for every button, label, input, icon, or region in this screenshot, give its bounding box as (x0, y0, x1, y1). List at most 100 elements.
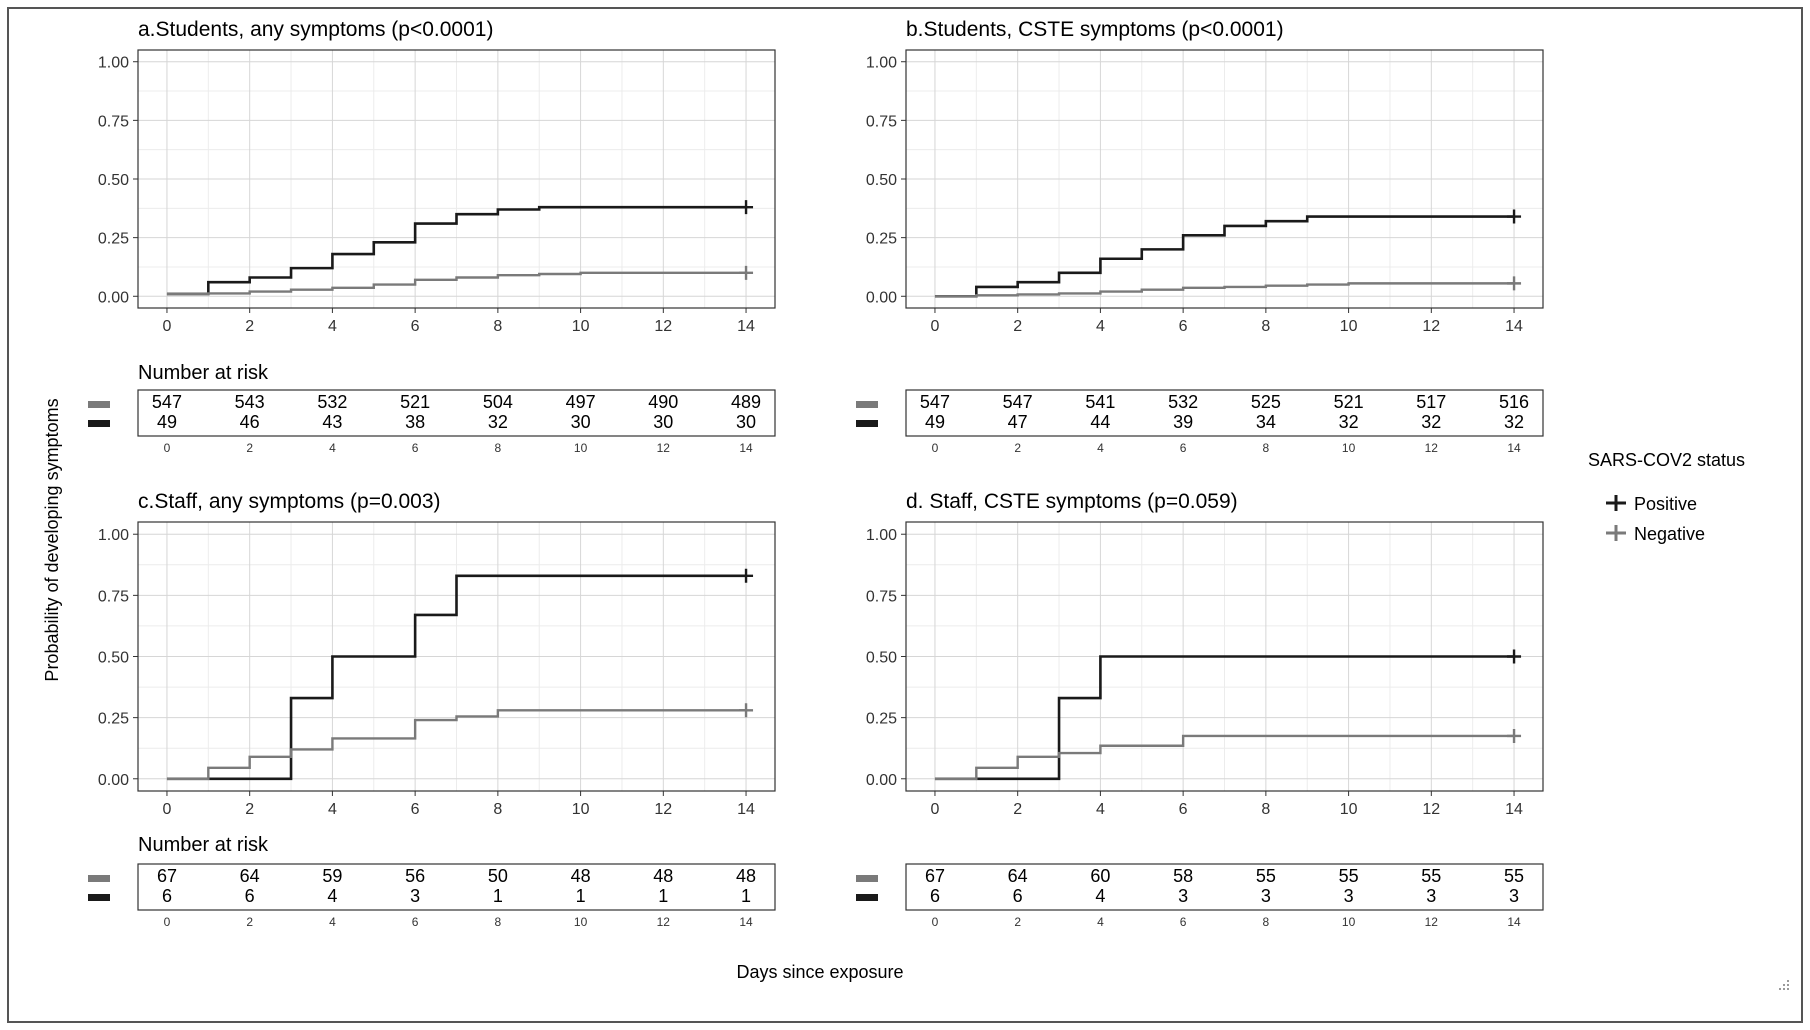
risk-value-positive: 32 (488, 412, 508, 432)
risk-value-negative: 50 (488, 866, 508, 886)
risk-value-positive: 43 (322, 412, 342, 432)
x-axis-label: Days since exposure (736, 962, 903, 982)
risk-value-negative: 490 (648, 392, 678, 412)
risk-tick-label: 0 (932, 915, 939, 929)
censor-mark-positive (1507, 209, 1522, 224)
y-tick-label: 0.75 (98, 588, 129, 605)
x-tick-label: 14 (1505, 801, 1523, 818)
risk-value-negative: 516 (1499, 392, 1529, 412)
x-tick-label: 6 (1179, 801, 1188, 818)
censor-mark-negative (739, 265, 754, 280)
risk-value-positive: 3 (410, 886, 420, 906)
x-tick-label: 8 (1261, 801, 1270, 818)
risk-tick-label: 4 (329, 915, 336, 929)
x-tick-label: 10 (572, 318, 590, 335)
risk-row-swatch-positive (856, 894, 878, 901)
risk-tick-label: 6 (412, 915, 419, 929)
risk-value-positive: 49 (157, 412, 177, 432)
risk-row-swatch-negative (856, 401, 878, 408)
x-tick-label: 10 (572, 801, 590, 818)
x-tick-label: 2 (245, 801, 254, 818)
risk-value-negative: 532 (317, 392, 347, 412)
risk-value-negative: 55 (1339, 866, 1359, 886)
x-tick-label: 8 (493, 801, 502, 818)
x-tick-label: 4 (1096, 318, 1105, 335)
risk-value-positive: 6 (245, 886, 255, 906)
risk-tick-label: 12 (657, 915, 671, 929)
risk-value-negative: 55 (1504, 866, 1524, 886)
risk-value-negative: 55 (1421, 866, 1441, 886)
x-tick-label: 12 (1422, 318, 1440, 335)
risk-tick-label: 4 (1097, 915, 1104, 929)
risk-value-negative: 67 (157, 866, 177, 886)
panel-b: b.Students, CSTE symptoms (p<0.0001) 0 2 4 6… (856, 18, 1544, 455)
risk-tick-label: 8 (495, 915, 502, 929)
risk-table-title-2: Number at risk (138, 834, 269, 856)
legend: SARS-COV2 status Positive Negative (1588, 450, 1745, 544)
censor-mark-negative (1507, 276, 1522, 291)
risk-value-negative: 56 (405, 866, 425, 886)
risk-value-positive: 44 (1090, 412, 1110, 432)
risk-tick-label: 10 (574, 441, 588, 455)
y-tick-label: 0.00 (866, 289, 897, 306)
figure-border (7, 7, 1803, 1023)
y-tick-label: 0.50 (866, 650, 897, 667)
risk-value-positive: 47 (1008, 412, 1028, 432)
panel-c: c.Staff, any symptoms (p=0.003)0 2 4 6 8 10 12… (88, 490, 776, 929)
risk-value-positive: 49 (925, 412, 945, 432)
risk-table-border (137, 389, 776, 437)
y-tick-label: 0.00 (98, 772, 129, 789)
risk-value-negative: 521 (400, 392, 430, 412)
legend-label-positive: Positive (1634, 494, 1697, 514)
x-tick-label: 12 (654, 801, 672, 818)
risk-value-positive: 46 (240, 412, 260, 432)
x-tick-label: 14 (737, 801, 755, 818)
x-tick-label: 6 (411, 801, 420, 818)
risk-value-positive: 6 (930, 886, 940, 906)
x-tick-label: 10 (1340, 318, 1358, 335)
legend-item-positive: Positive (1606, 494, 1697, 514)
x-tick-label: 12 (1422, 801, 1440, 818)
x-tick-label: 12 (654, 318, 672, 335)
y-tick-label: 0.25 (866, 231, 897, 248)
x-tick-label: 2 (1013, 801, 1022, 818)
panel-border (137, 521, 776, 792)
risk-value-negative: 521 (1334, 392, 1364, 412)
risk-tick-label: 4 (329, 441, 336, 455)
risk-tick-label: 10 (1342, 915, 1356, 929)
y-tick-label: 0.75 (866, 588, 897, 605)
risk-table-border (137, 863, 776, 911)
y-tick-label: 0.00 (866, 772, 897, 789)
risk-table: 67 64 60 58 55 55 55 556 6 4 3 3 3 3 30 2 4 6 8 10 12 14 (856, 863, 1544, 929)
legend-title: SARS-COV2 status (1588, 450, 1745, 470)
risk-value-positive: 3 (1426, 886, 1436, 906)
risk-tick-label: 14 (739, 441, 753, 455)
risk-value-positive: 1 (658, 886, 668, 906)
risk-value-positive: 6 (1013, 886, 1023, 906)
y-tick-label: 0.50 (98, 650, 129, 667)
y-tick-label: 0.25 (866, 711, 897, 728)
y-tick-label: 0.75 (98, 113, 129, 130)
y-tick-label: 1.00 (866, 55, 897, 72)
risk-tick-label: 4 (1097, 441, 1104, 455)
risk-tick-label: 6 (1180, 441, 1187, 455)
risk-value-positive: 39 (1173, 412, 1193, 432)
risk-table-border (905, 863, 1544, 911)
risk-value-negative: 55 (1256, 866, 1276, 886)
risk-value-negative: 504 (483, 392, 513, 412)
x-tick-label: 14 (737, 318, 755, 335)
risk-value-positive: 32 (1339, 412, 1359, 432)
series-line-negative (934, 282, 1515, 298)
x-tick-label: 0 (931, 801, 940, 818)
risk-value-positive: 30 (571, 412, 591, 432)
x-tick-label: 8 (493, 318, 502, 335)
risk-value-negative: 64 (240, 866, 260, 886)
panel-title: d. Staff, CSTE symptoms (p=0.059) (906, 490, 1238, 513)
series-line-negative (166, 709, 747, 780)
risk-table-border (905, 389, 1544, 437)
x-tick-label: 2 (1013, 318, 1022, 335)
risk-row-swatch-negative (856, 875, 878, 882)
resize-grip-icon (1779, 980, 1789, 990)
x-tick-label: 4 (1096, 801, 1105, 818)
